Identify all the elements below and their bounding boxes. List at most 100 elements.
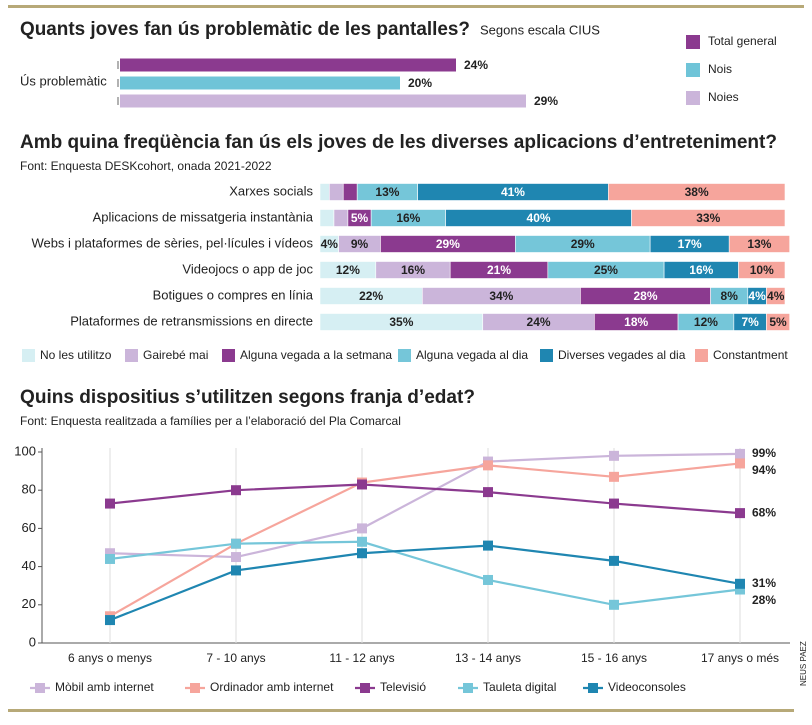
value-label: 34% <box>489 289 513 303</box>
y-tick-label: 60 <box>22 520 36 535</box>
value-label: 5% <box>769 315 787 329</box>
value-label: 28% <box>633 289 657 303</box>
credit: NEUS PAEZ <box>799 641 808 686</box>
value-label: 20% <box>408 76 432 90</box>
legend-label: Total general <box>708 34 777 48</box>
legend-marker <box>463 683 473 693</box>
bar-segment <box>728 235 790 253</box>
value-label: 29% <box>534 94 558 108</box>
value-label: 31% <box>752 576 776 590</box>
x-tick-label: 13 - 14 anys <box>455 651 521 665</box>
legend-label: No les utilitzo <box>40 348 112 362</box>
value-label: 13% <box>375 185 399 199</box>
x-tick-label: 7 - 10 anys <box>206 651 265 665</box>
value-label: 7% <box>741 315 759 329</box>
legend-label: Alguna vegada a la setmana <box>240 348 392 362</box>
category-label: Plataformes de retransmissions en direct… <box>70 313 313 328</box>
point <box>357 536 367 547</box>
category-label: Videojocs o app de joc <box>182 261 313 276</box>
series-line <box>109 483 741 515</box>
value-label: 25% <box>594 263 618 277</box>
legend-swatch <box>686 35 700 49</box>
point <box>609 599 619 610</box>
value-label: 22% <box>359 289 383 303</box>
bar-segment <box>328 183 344 201</box>
point <box>609 471 619 482</box>
point <box>231 538 241 549</box>
value-label: 24% <box>527 315 551 329</box>
chart-subtitle: Font: Enquesta DESKcohort, onada 2021-20… <box>20 159 272 173</box>
legend-swatch <box>695 349 708 362</box>
point <box>483 574 493 585</box>
value-label: 18% <box>624 315 648 329</box>
chart-subtitle: Segons escala CIUS <box>480 22 600 37</box>
legend-swatch <box>22 349 35 362</box>
value-label: 12% <box>336 263 360 277</box>
bar <box>120 58 456 72</box>
value-label: 16% <box>689 263 713 277</box>
series-line <box>109 540 741 606</box>
chart-title: Quins dispositius s’utilitzen segons fra… <box>20 387 475 408</box>
bar <box>120 94 526 108</box>
value-label: 12% <box>694 315 718 329</box>
point <box>105 615 115 626</box>
value-label: 41% <box>501 185 525 199</box>
point <box>735 584 745 595</box>
chart-title: Amb quina freqüència fan ús els joves de… <box>20 132 777 153</box>
value-label: 99% <box>752 446 776 460</box>
value-label: 9% <box>351 237 369 251</box>
bar-segment <box>342 183 358 201</box>
point <box>357 548 367 559</box>
bar-segment <box>738 261 786 279</box>
point <box>231 552 241 563</box>
value-label: 16% <box>396 211 420 225</box>
value-label: 10% <box>750 263 774 277</box>
point <box>609 450 619 461</box>
legend-label: Tauleta digital <box>483 680 556 694</box>
value-label: 5% <box>351 211 369 225</box>
y-tick-label: 80 <box>22 482 36 497</box>
value-label: 4% <box>767 289 785 303</box>
point <box>735 458 745 469</box>
y-tick-label: 20 <box>22 596 36 611</box>
legend-marker <box>35 683 45 693</box>
legend-swatch <box>686 63 700 77</box>
point <box>483 460 493 471</box>
value-label: 33% <box>696 211 720 225</box>
point <box>735 578 745 589</box>
x-tick-label: 17 anys o més <box>701 651 779 665</box>
x-tick-label: 11 - 12 anys <box>329 651 394 665</box>
series-line <box>109 544 741 622</box>
value-label: 4% <box>748 289 766 303</box>
legend-label: Televisió <box>380 680 426 694</box>
legend-label: Alguna vegada al dia <box>416 348 528 362</box>
value-label: 40% <box>527 211 551 225</box>
value-label: 29% <box>436 237 460 251</box>
value-label: 28% <box>752 593 776 607</box>
category-label: Webs i plataformes de sèries, pel·lícule… <box>31 235 313 250</box>
legend-label: Gairebé mai <box>143 348 208 362</box>
point <box>735 508 745 519</box>
point <box>735 448 745 459</box>
legend-swatch <box>686 91 700 105</box>
x-tick-label: 15 - 16 anys <box>581 651 647 665</box>
value-label: 13% <box>747 237 771 251</box>
legend-label: Noies <box>708 90 739 104</box>
bar-segment <box>766 313 790 331</box>
legend-label: Constantment <box>713 348 788 362</box>
top-border <box>8 5 804 8</box>
category-label: Botigues o compres en línia <box>153 287 314 302</box>
chart-subtitle: Font: Enquesta realitzada a famílies per… <box>20 414 401 428</box>
point <box>483 487 493 498</box>
bottom-border <box>8 709 794 712</box>
legend-swatch <box>125 349 138 362</box>
category-label: Ús problemàtic <box>20 73 107 88</box>
value-label: 24% <box>464 58 488 72</box>
value-label: 35% <box>389 315 413 329</box>
bar-segment <box>607 183 786 201</box>
value-label: 94% <box>752 463 776 477</box>
legend-swatch <box>222 349 235 362</box>
legend-label: Videoconsoles <box>608 680 686 694</box>
legend-marker <box>360 683 370 693</box>
